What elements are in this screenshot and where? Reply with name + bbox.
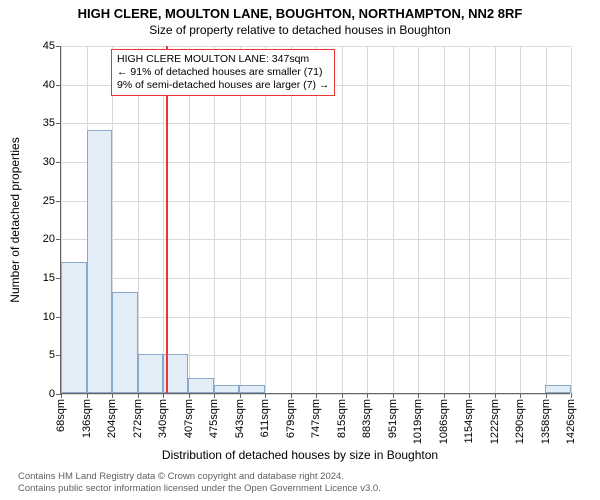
marker-line <box>166 46 168 393</box>
histogram-bar <box>112 292 138 393</box>
footer-line2: Contains public sector information licen… <box>18 483 381 494</box>
gridline-v <box>138 46 139 393</box>
ytick-label: 40 <box>43 79 61 91</box>
gridline-v <box>520 46 521 393</box>
xtick-label: 1019sqm <box>412 399 424 444</box>
page-title: HIGH CLERE, MOULTON LANE, BOUGHTON, NORT… <box>0 0 600 21</box>
xtick-mark <box>87 393 88 398</box>
gridline-v <box>240 46 241 393</box>
gridline-v <box>367 46 368 393</box>
gridline-v <box>571 46 572 393</box>
gridline-v <box>214 46 215 393</box>
xtick-mark <box>316 393 317 398</box>
y-axis-label: Number of detached properties <box>8 137 22 302</box>
ytick-label: 5 <box>49 349 61 361</box>
xtick-label: 951sqm <box>387 399 399 438</box>
ytick-label: 35 <box>43 117 61 129</box>
xtick-mark <box>444 393 445 398</box>
xtick-mark <box>469 393 470 398</box>
xtick-label: 272sqm <box>132 399 144 438</box>
gridline-v <box>265 46 266 393</box>
xtick-mark <box>418 393 419 398</box>
xtick-mark <box>291 393 292 398</box>
annotation-line2: ← 91% of detached houses are smaller (71… <box>117 66 329 79</box>
xtick-mark <box>520 393 521 398</box>
ytick-label: 45 <box>43 40 61 52</box>
gridline-v <box>418 46 419 393</box>
xtick-label: 68sqm <box>55 399 67 432</box>
gridline-v <box>342 46 343 393</box>
xtick-label: 204sqm <box>106 399 118 438</box>
footer-attribution: Contains HM Land Registry data © Crown c… <box>18 471 381 494</box>
xtick-mark <box>61 393 62 398</box>
xtick-mark <box>112 393 113 398</box>
histogram-bar <box>87 130 113 393</box>
histogram-bar <box>138 354 164 393</box>
gridline-v <box>546 46 547 393</box>
gridline-v <box>291 46 292 393</box>
x-axis-label: Distribution of detached houses by size … <box>0 448 600 462</box>
xtick-mark <box>393 393 394 398</box>
xtick-label: 1222sqm <box>489 399 501 444</box>
chart-area: 05101520253035404568sqm136sqm204sqm272sq… <box>60 46 570 394</box>
page-subtitle: Size of property relative to detached ho… <box>0 21 600 37</box>
xtick-label: 1358sqm <box>540 399 552 444</box>
ytick-label: 30 <box>43 156 61 168</box>
xtick-mark <box>495 393 496 398</box>
ytick-label: 15 <box>43 272 61 284</box>
xtick-mark <box>546 393 547 398</box>
xtick-label: 679sqm <box>285 399 297 438</box>
xtick-label: 1154sqm <box>463 399 475 443</box>
ytick-label: 10 <box>43 311 61 323</box>
gridline-v <box>469 46 470 393</box>
xtick-label: 611sqm <box>259 399 271 437</box>
chart-container: HIGH CLERE, MOULTON LANE, BOUGHTON, NORT… <box>0 0 600 500</box>
gridline-v <box>316 46 317 393</box>
histogram-bar <box>188 378 214 393</box>
xtick-mark <box>342 393 343 398</box>
xtick-mark <box>163 393 164 398</box>
gridline-v <box>189 46 190 393</box>
histogram-bar <box>61 262 87 393</box>
xtick-label: 1290sqm <box>514 399 526 444</box>
xtick-label: 407sqm <box>183 399 195 438</box>
ytick-label: 20 <box>43 233 61 245</box>
xtick-label: 815sqm <box>336 399 348 438</box>
gridline-v <box>163 46 164 393</box>
histogram-bar <box>545 385 571 393</box>
histogram-bar <box>239 385 265 393</box>
gridline-v <box>393 46 394 393</box>
xtick-mark <box>265 393 266 398</box>
xtick-mark <box>214 393 215 398</box>
xtick-label: 543sqm <box>234 399 246 438</box>
xtick-mark <box>571 393 572 398</box>
annotation-box: HIGH CLERE MOULTON LANE: 347sqm← 91% of … <box>111 49 335 96</box>
gridline-v <box>495 46 496 393</box>
annotation-line1: HIGH CLERE MOULTON LANE: 347sqm <box>117 53 329 66</box>
xtick-mark <box>189 393 190 398</box>
xtick-label: 136sqm <box>81 399 93 438</box>
xtick-mark <box>240 393 241 398</box>
xtick-label: 475sqm <box>208 399 220 438</box>
xtick-mark <box>138 393 139 398</box>
histogram-bar <box>214 385 240 393</box>
xtick-mark <box>367 393 368 398</box>
xtick-label: 883sqm <box>361 399 373 438</box>
gridline-v <box>444 46 445 393</box>
plot-area: 05101520253035404568sqm136sqm204sqm272sq… <box>60 46 570 394</box>
xtick-label: 747sqm <box>310 399 322 438</box>
footer-line1: Contains HM Land Registry data © Crown c… <box>18 471 381 482</box>
xtick-label: 340sqm <box>157 399 169 438</box>
ytick-label: 25 <box>43 195 61 207</box>
xtick-label: 1086sqm <box>438 399 450 444</box>
xtick-label: 1426sqm <box>565 399 577 444</box>
annotation-line3: 9% of semi-detached houses are larger (7… <box>117 79 329 92</box>
